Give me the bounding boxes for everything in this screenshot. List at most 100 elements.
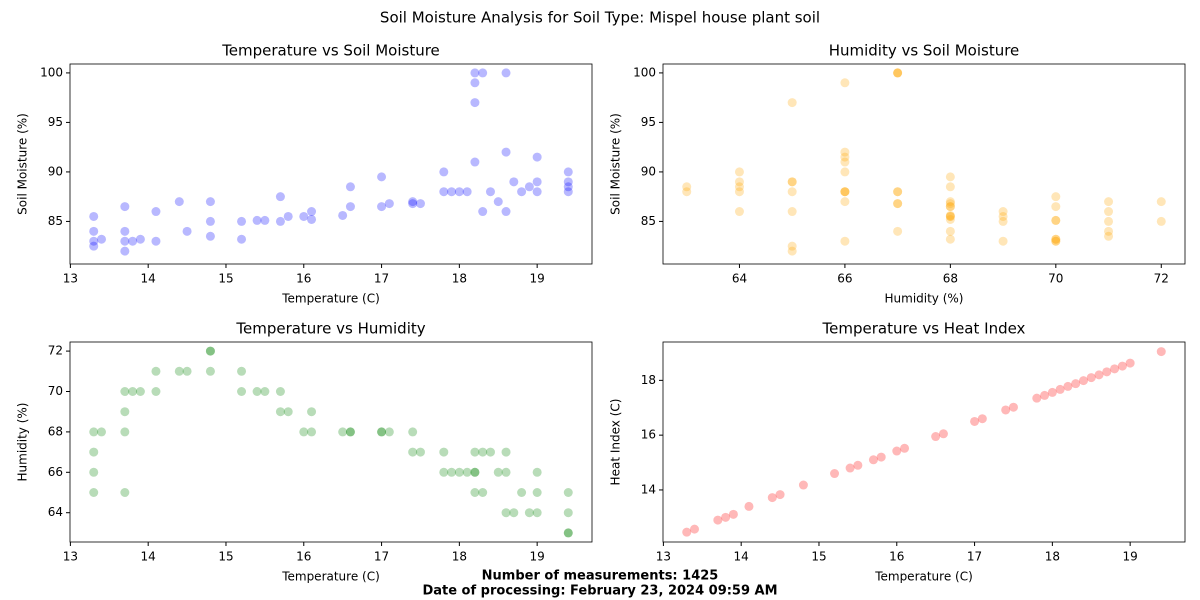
point <box>485 447 495 457</box>
point <box>830 469 840 479</box>
y-tick-label: 16 <box>641 428 656 442</box>
x-tick-label: 14 <box>141 272 156 286</box>
point <box>787 98 797 108</box>
point <box>563 187 573 197</box>
point <box>1047 387 1057 397</box>
point <box>237 366 247 376</box>
point <box>893 187 903 197</box>
point <box>377 202 387 212</box>
point <box>517 488 527 498</box>
point <box>377 427 387 437</box>
point <box>1117 361 1127 371</box>
point <box>89 211 99 221</box>
footer-line: Number of measurements: 1425 <box>482 569 719 584</box>
point <box>501 447 511 457</box>
y-tick-label: 66 <box>48 465 63 479</box>
x-tick-label: 19 <box>530 550 545 564</box>
point <box>945 202 955 212</box>
point <box>840 167 850 177</box>
x-tick-label: 13 <box>63 550 78 564</box>
point <box>97 427 107 437</box>
point <box>787 187 797 197</box>
point <box>384 427 394 437</box>
point <box>532 488 542 498</box>
point <box>151 236 161 246</box>
point <box>787 207 797 217</box>
x-tick-label: 16 <box>296 272 311 286</box>
point <box>713 515 723 525</box>
point <box>377 427 387 437</box>
point <box>345 202 355 212</box>
point <box>945 202 955 212</box>
point <box>275 216 285 226</box>
point <box>1040 390 1050 400</box>
x-tick-label: 16 <box>296 550 311 564</box>
point <box>998 236 1008 246</box>
point <box>415 199 425 209</box>
point <box>462 187 472 197</box>
point <box>563 182 573 192</box>
point <box>1086 373 1096 383</box>
x-tick-label: 15 <box>811 550 826 564</box>
point <box>767 493 777 503</box>
point <box>977 414 987 424</box>
axes-title: Temperature vs Soil Moisture <box>221 42 440 60</box>
point <box>470 447 480 457</box>
point <box>787 177 797 187</box>
point <box>205 216 215 226</box>
point <box>840 147 850 157</box>
point <box>454 187 464 197</box>
point <box>945 226 955 236</box>
point <box>1078 376 1088 386</box>
point <box>462 467 472 477</box>
point <box>893 68 903 78</box>
point <box>1104 197 1114 207</box>
point <box>205 231 215 241</box>
point <box>283 211 293 221</box>
point <box>509 508 519 518</box>
point <box>275 192 285 202</box>
point <box>89 467 99 477</box>
point <box>744 501 754 511</box>
point <box>563 528 573 538</box>
point <box>563 528 573 538</box>
point <box>345 427 355 437</box>
point <box>151 386 161 396</box>
point <box>345 427 355 437</box>
point <box>853 460 863 470</box>
point <box>1104 231 1114 241</box>
point <box>532 467 542 477</box>
point <box>1051 215 1061 225</box>
point <box>415 447 425 457</box>
point <box>260 386 270 396</box>
point <box>89 488 99 498</box>
point <box>524 182 534 192</box>
x-tick-label: 14 <box>734 550 749 564</box>
point <box>1051 234 1061 244</box>
point <box>876 452 886 462</box>
x-tick-label: 19 <box>530 272 545 286</box>
point <box>478 68 488 78</box>
point <box>1110 364 1120 374</box>
point <box>893 68 903 78</box>
point <box>728 509 738 519</box>
point <box>893 187 903 197</box>
point <box>493 197 503 207</box>
point <box>205 366 215 376</box>
point <box>1104 226 1114 236</box>
point <box>174 197 184 207</box>
point <box>485 187 495 197</box>
point <box>682 182 692 192</box>
point <box>532 177 542 187</box>
point <box>252 215 262 225</box>
point <box>893 199 903 209</box>
point <box>454 467 464 477</box>
point <box>237 216 247 226</box>
point <box>1102 367 1112 377</box>
point <box>275 386 285 396</box>
point <box>945 197 955 207</box>
point <box>787 246 797 256</box>
point <box>89 447 99 457</box>
point <box>237 386 247 396</box>
point <box>1051 192 1061 202</box>
